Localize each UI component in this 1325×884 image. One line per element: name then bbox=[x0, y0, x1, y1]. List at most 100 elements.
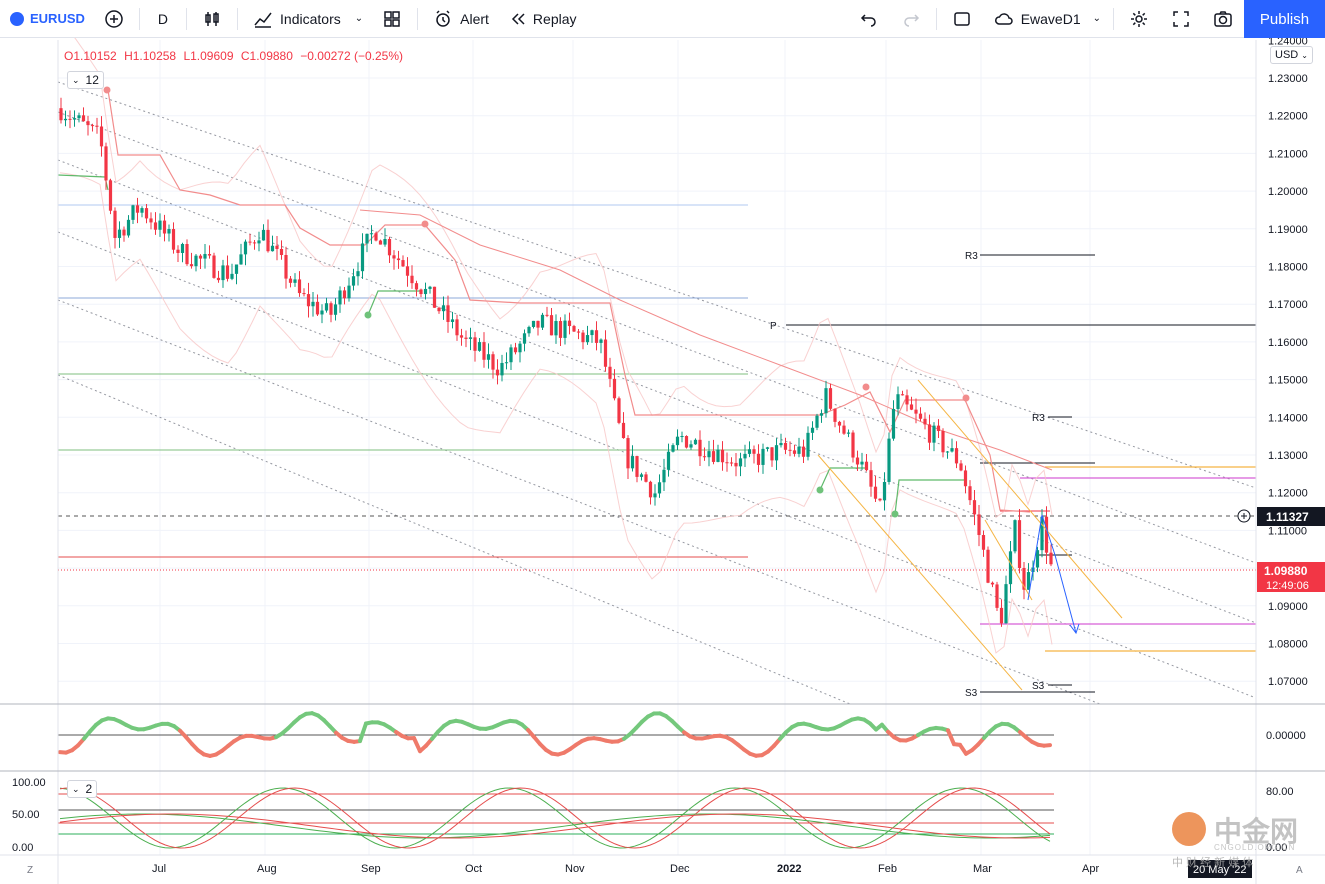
candle-body bbox=[306, 294, 311, 307]
upper-band bbox=[74, 38, 1053, 519]
candle-body bbox=[963, 470, 968, 487]
candle-body bbox=[414, 283, 419, 290]
drawing-rect-button[interactable] bbox=[941, 0, 983, 38]
candle-body bbox=[509, 347, 513, 363]
trend-line-orange bbox=[817, 454, 1023, 691]
top-toolbar: EURUSD D Indicators ⌄ Alert Replay Ewa bbox=[0, 0, 1325, 38]
candle-body bbox=[1049, 552, 1053, 565]
candle-body bbox=[783, 442, 788, 450]
signal-dot bbox=[862, 383, 870, 391]
osc2-right-label: 80.00 bbox=[1266, 786, 1294, 798]
candle-body bbox=[941, 431, 945, 453]
compare-button[interactable] bbox=[93, 0, 135, 38]
channel-line bbox=[57, 374, 851, 705]
candle-body bbox=[837, 421, 842, 426]
candle-body bbox=[801, 446, 806, 457]
interval-button[interactable]: D bbox=[144, 0, 182, 38]
candle-body bbox=[396, 258, 401, 261]
redo-button[interactable] bbox=[890, 0, 932, 38]
candle-body bbox=[198, 255, 203, 259]
candle-body bbox=[873, 486, 878, 499]
settings-button[interactable] bbox=[1118, 0, 1160, 38]
candle-body bbox=[86, 121, 90, 126]
candle-body bbox=[311, 301, 315, 307]
candle-body bbox=[950, 448, 954, 452]
indicator-count: 12 bbox=[85, 73, 99, 87]
candle-body bbox=[302, 293, 306, 295]
candle-body bbox=[221, 265, 225, 281]
candle-body bbox=[711, 451, 716, 462]
candle-body bbox=[752, 449, 756, 454]
candle-body bbox=[432, 286, 437, 308]
candle-body bbox=[500, 362, 504, 376]
candle-body bbox=[167, 229, 171, 234]
price-axis-label: 1.17000 bbox=[1268, 299, 1308, 311]
candle-body bbox=[662, 469, 666, 483]
candle-body bbox=[810, 427, 815, 433]
candle-body bbox=[639, 474, 644, 477]
candle-body bbox=[117, 229, 122, 238]
snapshot-button[interactable] bbox=[1202, 0, 1244, 38]
chevron-down-icon: ⌄ bbox=[72, 783, 80, 794]
candle-body bbox=[108, 180, 113, 211]
osc2-collapse-chip[interactable]: ⌄ 2 bbox=[67, 780, 98, 798]
candle-body bbox=[176, 249, 180, 253]
candle-body bbox=[243, 241, 248, 255]
candle-body bbox=[369, 233, 374, 235]
candle-body bbox=[126, 219, 131, 236]
candle-body bbox=[675, 436, 680, 446]
osc2-left-label: 50.00 bbox=[12, 809, 40, 821]
undo-button[interactable] bbox=[848, 0, 890, 38]
candle-body bbox=[216, 277, 221, 281]
signal-dot bbox=[891, 510, 899, 518]
candle-body bbox=[63, 118, 68, 121]
candle-body bbox=[572, 326, 576, 332]
candle-body bbox=[477, 342, 482, 351]
symbol-button[interactable]: EURUSD bbox=[0, 0, 93, 38]
rectangle-icon bbox=[949, 6, 975, 32]
candle-body bbox=[234, 264, 239, 274]
chart-type-button[interactable] bbox=[191, 0, 233, 38]
legend-close: C1.09880 bbox=[240, 49, 293, 63]
candle-body bbox=[230, 273, 234, 279]
candle-body bbox=[284, 254, 288, 279]
channel-line bbox=[57, 81, 1257, 489]
trailing-stop-green bbox=[819, 467, 865, 491]
alert-icon bbox=[430, 6, 456, 32]
layout-button[interactable]: EwaveD1 ⌄ bbox=[983, 0, 1109, 38]
candle-body bbox=[329, 303, 333, 315]
candle-body bbox=[383, 238, 387, 245]
candle-body bbox=[482, 342, 486, 360]
candle-body bbox=[239, 254, 243, 265]
candle-body bbox=[617, 398, 621, 423]
templates-button[interactable] bbox=[371, 0, 413, 38]
candle-body bbox=[891, 408, 896, 439]
candle-body bbox=[540, 314, 545, 328]
alert-button[interactable]: Alert bbox=[422, 0, 497, 38]
candle-body bbox=[599, 339, 603, 343]
time-axis-label: Aug bbox=[257, 863, 277, 875]
candle-body bbox=[374, 233, 378, 241]
candle-body bbox=[774, 445, 779, 461]
fullscreen-button[interactable] bbox=[1160, 0, 1202, 38]
publish-button[interactable]: Publish bbox=[1244, 0, 1325, 38]
replay-button[interactable]: Replay bbox=[497, 0, 585, 38]
indicators-button[interactable]: Indicators ⌄ bbox=[242, 0, 371, 38]
candle-body bbox=[1026, 572, 1031, 590]
candle-body bbox=[612, 378, 617, 399]
candle-body bbox=[824, 388, 828, 414]
currency-selector[interactable]: USD ⌄ bbox=[1270, 46, 1313, 64]
channel-line bbox=[57, 231, 1257, 699]
candle-body bbox=[761, 448, 765, 465]
candle-body bbox=[275, 245, 279, 249]
user-drawings bbox=[817, 379, 1123, 691]
candle-body bbox=[68, 118, 72, 120]
candle-body bbox=[842, 425, 846, 434]
chart-canvas[interactable]: R3 P R3 S3 S3 0.00000 100.00 50.00 0.00 80.00 0.00… bbox=[0, 38, 1325, 884]
candle-body bbox=[131, 205, 135, 220]
indicators-collapse-chip[interactable]: ⌄ 12 bbox=[67, 71, 104, 89]
candle-body bbox=[203, 254, 207, 259]
candle-body bbox=[1022, 567, 1026, 590]
trend-line-orange bbox=[984, 519, 1033, 601]
